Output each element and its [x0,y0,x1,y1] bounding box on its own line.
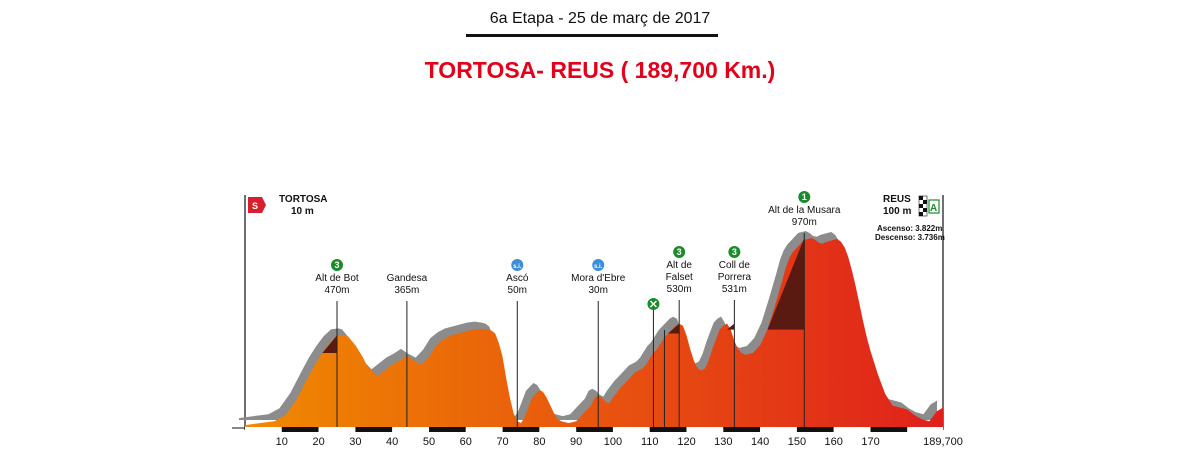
marker-badge-3 [592,259,605,271]
x-axis-segment [539,427,577,432]
x-axis-segment [502,427,540,432]
marker-name-1: Gandesa [387,273,428,284]
marker-badge-2 [511,259,524,271]
marker-altitude-4: 530m [667,284,692,295]
x-tick-label: 100 [604,436,622,448]
x-tick-label: 110 [641,436,659,448]
x-tick-label: 140 [751,436,769,448]
climb-highlight-alt-de-bot [322,335,337,353]
x-axis-segment [355,427,393,432]
x-axis-segment [833,427,871,432]
x-tick-label: 170 [861,436,879,448]
start-flag-icon [248,197,266,213]
total-descent: Descenso: 3.736m [875,233,945,242]
marker-name-0: Alt de Bot [315,273,359,284]
finish-block: REUS 100 m A Ascenso: 3.822m Descenso: 3… [875,194,945,242]
x-axis-segment [870,427,908,432]
finish-altitude: 100 m [883,206,911,217]
profile-elevation-area [245,238,943,427]
marker-altitude-0: 470m [324,285,349,296]
climb-highlight-porrera [727,323,735,330]
start-block: S TORTOSA 10 m [248,194,328,217]
x-tick-label: 70 [496,436,508,448]
marker-name-5: Coll de [719,260,751,271]
marker-badge-text-4: 3 [677,247,682,257]
start-town-name: TORTOSA [279,194,328,205]
x-axis-segment [318,427,356,432]
marker-badge-5 [728,246,741,258]
x-tick-label: 60 [460,436,472,448]
heading-underline [466,34,718,37]
marker-name-2: Ascó [506,273,529,284]
x-axis-segment [760,427,797,432]
marker-badge-4 [673,246,686,258]
finish-sign-icon [928,199,940,214]
x-tick-label: 150 [788,436,806,448]
finish-sign-letter: A [930,203,937,214]
x-axis-segment [907,427,943,432]
marker-badge-0 [330,259,343,271]
x-axis-segment [576,427,613,432]
marker-name-4: Alt de [666,260,692,271]
x-tick-label: 40 [386,436,398,448]
x-tick-label: 50 [423,436,435,448]
marker-altitude-5: 531m [722,284,747,295]
marker-name-5: Porrera [718,272,752,283]
climb-highlights [322,238,805,353]
marker-badge-6 [798,191,811,203]
x-tick-label: 189,700 [923,436,963,448]
profile-area [245,238,943,427]
x-axis-segment [723,427,761,432]
finish-town-name: REUS [883,194,911,205]
x-axis-segment [796,427,834,432]
marker-badge-text-6: 1 [802,192,807,202]
marker-altitude-1: 365m [394,285,419,296]
marker-badge-text-3: s.i. [594,264,603,270]
feed-zone-icon-glyph [649,300,657,308]
climb-highlight-falset [668,323,680,334]
marker-name-3: Mora d'Ebre [571,273,626,284]
marker-badge-text-2: s.i. [513,264,522,270]
total-ascent: Ascenso: 3.822m [877,224,942,233]
climb-highlight-musara [767,238,805,330]
marker-altitude-6: 970m [792,217,817,228]
x-tick-label: 130 [714,436,732,448]
x-axis-segment [612,427,650,432]
x-tick-label: 30 [349,436,361,448]
x-axis-segment [429,427,466,432]
x-tick-label: 90 [570,436,582,448]
stage-date-heading: 6a Etapa - 25 de març de 2017 [489,10,711,27]
x-tick-label: 20 [312,436,324,448]
start-altitude: 10 m [291,206,314,217]
x-tick-label: 120 [677,436,695,448]
start-flag-letter: S [252,201,258,211]
marker-badge-text-5: 3 [732,247,737,257]
marker-badge-text-0: 3 [334,260,339,270]
finish-checkered-flag-icon [918,195,928,217]
marker-altitude-2: 50m [508,285,527,296]
route-title: TORTOSA- REUS ( 189,700 Km.) [424,57,776,83]
marker-name-6: Alt de la Musara [768,205,841,216]
x-tick-label: 10 [276,436,288,448]
marker-name-4: Falset [666,272,693,283]
x-tick-label: 80 [533,436,545,448]
marker-altitude-3: 30m [589,285,608,296]
x-axis-segment [245,427,282,432]
x-axis-segment [649,427,687,432]
x-axis-segment [392,427,429,432]
x-axis-segment [281,427,319,432]
x-axis-segment [465,427,503,432]
x-tick-label: 160 [825,436,843,448]
x-axis: 10 20 30 40 50 60 70 80 90 100 110 120 130 140 150 160 1… [232,427,963,448]
x-axis-segment [686,427,724,432]
